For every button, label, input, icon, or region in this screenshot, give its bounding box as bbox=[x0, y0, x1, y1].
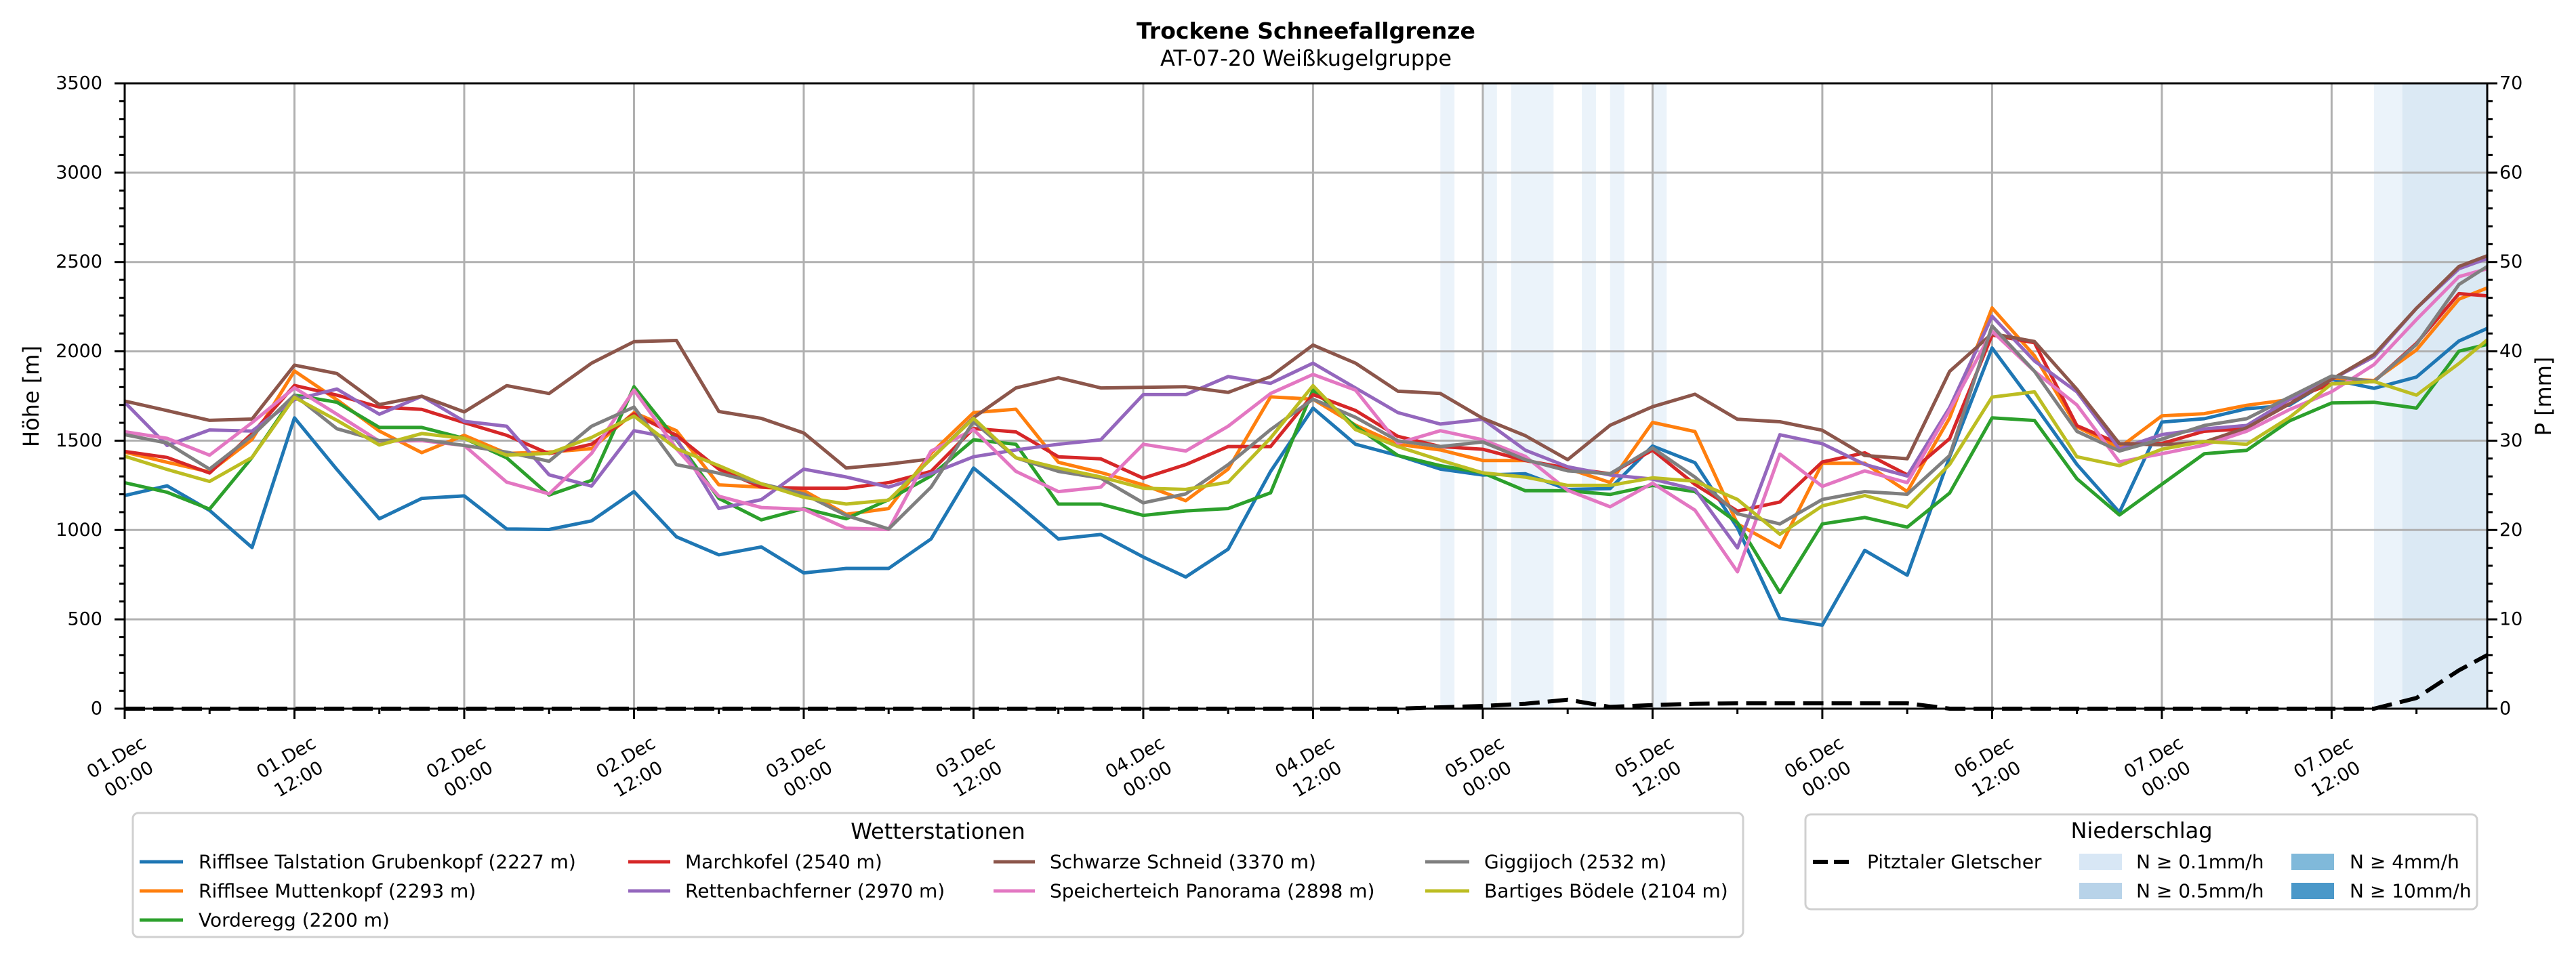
legend-item-station: Speicherteich Panorama (2898 m) bbox=[994, 880, 1374, 902]
y-tick-label: 500 bbox=[67, 609, 102, 630]
chart-subtitle: AT-07-20 Weißkugelgruppe bbox=[1160, 45, 1452, 71]
series-line-rifflsee-talstation-grubenkopf-2227-m bbox=[124, 327, 2489, 627]
y-tick-label: 1500 bbox=[56, 430, 102, 451]
y2-tick-label: 30 bbox=[2499, 430, 2522, 451]
precip-band bbox=[1582, 83, 1596, 709]
y2-tick-label: 40 bbox=[2499, 341, 2522, 362]
y-tick-label: 3000 bbox=[56, 162, 102, 183]
legend-color-swatch bbox=[2291, 854, 2334, 870]
legend-item-precip-level: N ≥ 0.1mm/h bbox=[2079, 851, 2264, 873]
legend-item-precip-level: N ≥ 10mm/h bbox=[2291, 880, 2472, 902]
y2-tick-label: 70 bbox=[2499, 73, 2522, 94]
legend-item-station: Marchkofel (2540 m) bbox=[628, 851, 882, 873]
precip-band bbox=[1610, 83, 1624, 709]
legend-stations-frame bbox=[131, 812, 1744, 938]
legend-label: Rifflsee Muttenkopf (2293 m) bbox=[199, 880, 476, 902]
y-tick-label: 2000 bbox=[56, 341, 102, 362]
series-line-schwarze-schneid-3370-m bbox=[124, 254, 2488, 470]
legend-color-swatch bbox=[2079, 883, 2122, 899]
y-tick-label: 2500 bbox=[56, 251, 102, 272]
legend-item-station: Rifflsee Muttenkopf (2293 m) bbox=[140, 880, 476, 902]
legend-label: Giggijoch (2532 m) bbox=[1484, 851, 1667, 873]
legend-label: Marchkofel (2540 m) bbox=[685, 851, 882, 873]
chart-title: Trockene Schneefallgrenze bbox=[1137, 18, 1475, 44]
legend-label: N ≥ 0.1mm/h bbox=[2136, 851, 2264, 873]
precip-band bbox=[1511, 83, 1554, 709]
plot-frame bbox=[123, 82, 2489, 710]
series-line-vorderegg-2200-m bbox=[124, 342, 2488, 595]
y2-tick-label: 20 bbox=[2499, 520, 2522, 541]
y-axis-right: 0 10 20 30 40 50 60 70 bbox=[2487, 73, 2522, 720]
series-line-bartiges-bodele-2104-m bbox=[124, 338, 2489, 537]
y2-tick-label: 60 bbox=[2499, 162, 2522, 183]
precip-band bbox=[1652, 83, 1667, 709]
legend-label: Speicherteich Panorama (2898 m) bbox=[1050, 880, 1374, 902]
legend-item-precip-level: N ≥ 0.5mm/h bbox=[2079, 880, 2264, 902]
legend-color-swatch bbox=[2291, 883, 2334, 899]
legend-item-precip-level: N ≥ 4mm/h bbox=[2291, 851, 2459, 873]
legend-item-station: Schwarze Schneid (3370 m) bbox=[994, 851, 1316, 873]
y-axis-label: Höhe [m] bbox=[18, 346, 44, 447]
y-tick-label: 1000 bbox=[56, 520, 102, 541]
y2-axis-label: P [mm] bbox=[2531, 357, 2556, 436]
legend-color-swatch bbox=[2079, 854, 2122, 870]
legend-label: N ≥ 0.5mm/h bbox=[2136, 880, 2264, 902]
legend-item-station: Bartiges Bödele (2104 m) bbox=[1425, 880, 1728, 902]
series-lines bbox=[123, 254, 2489, 627]
legend-label: Rifflsee Talstation Grubenkopf (2227 m) bbox=[199, 851, 576, 873]
legend-stations-title: Wetterstationen bbox=[851, 818, 1025, 844]
y2-tick-label: 50 bbox=[2499, 251, 2522, 272]
legend-label: Rettenbachferner (2970 m) bbox=[685, 880, 945, 902]
legend-label: Vorderegg (2200 m) bbox=[199, 909, 390, 932]
precip-band bbox=[2374, 83, 2403, 709]
legend-label: N ≥ 4mm/h bbox=[2350, 851, 2459, 873]
y-tick-label: 0 bbox=[91, 699, 102, 720]
legend-item-station: Vorderegg (2200 m) bbox=[140, 909, 390, 932]
legend-label: Pitztaler Gletscher bbox=[1867, 851, 2042, 873]
legend-item-precipitation-line: Pitztaler Gletscher bbox=[1813, 851, 2042, 873]
precip-band bbox=[1482, 83, 1497, 709]
legend-item-station: Rettenbachferner (2970 m) bbox=[628, 880, 945, 902]
legend-label: Schwarze Schneid (3370 m) bbox=[1050, 851, 1316, 873]
legend-item-station: Rifflsee Talstation Grubenkopf (2227 m) bbox=[140, 851, 576, 873]
y-axis-left: 0 500 1000 1500 2000 2500 3000 3500 bbox=[56, 73, 125, 720]
series-line-rettenbachferner-2970-m bbox=[123, 257, 2488, 550]
legend-precipitation-title: Niederschlag bbox=[2070, 818, 2212, 844]
legend-label: N ≥ 10mm/h bbox=[2350, 880, 2472, 902]
legend-item-station: Giggijoch (2532 m) bbox=[1425, 851, 1667, 873]
y-tick-label: 3500 bbox=[56, 73, 102, 94]
y2-tick-label: 0 bbox=[2499, 699, 2511, 720]
y2-tick-label: 10 bbox=[2499, 609, 2522, 630]
precipitation-bands bbox=[1440, 83, 2487, 709]
legend-label: Bartiges Bödele (2104 m) bbox=[1484, 880, 1728, 902]
legend-precipitation: Niederschlag Pitztaler Gletscher N ≥ 0.1… bbox=[1804, 813, 2478, 911]
legend-stations: Wetterstationen Rifflsee Talstation Grub… bbox=[131, 812, 1744, 938]
